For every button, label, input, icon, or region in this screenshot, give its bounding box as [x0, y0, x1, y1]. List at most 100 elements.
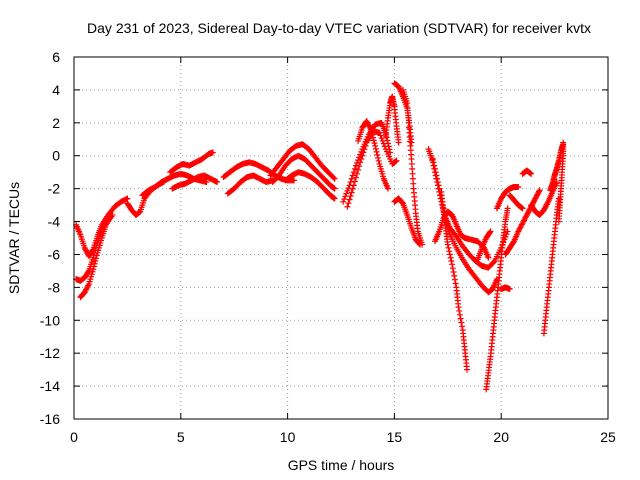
data-point: [109, 211, 116, 218]
data-point: [357, 159, 364, 166]
series-track-25: [483, 205, 511, 393]
x-tick-label: 10: [280, 429, 296, 445]
data-point: [368, 129, 375, 136]
grid: [74, 57, 608, 419]
data-point: [486, 229, 493, 236]
series-track-7: [169, 172, 221, 192]
data-point: [349, 172, 356, 179]
data-point: [350, 182, 357, 189]
data-point: [451, 276, 458, 283]
data-point: [90, 266, 97, 273]
data-point: [341, 196, 348, 203]
data-point: [487, 228, 494, 235]
series-track-22: [431, 208, 492, 261]
data-point: [370, 137, 377, 144]
data-point: [362, 142, 369, 149]
data-point: [367, 125, 374, 132]
data-point: [449, 261, 456, 268]
data-point: [446, 251, 453, 258]
data-point: [349, 185, 356, 192]
data-point: [384, 185, 391, 192]
data-point: [544, 200, 551, 207]
series-track-34: [555, 139, 567, 225]
series-track-32: [540, 195, 562, 337]
y-tick-label: -6: [48, 246, 61, 262]
data-point: [447, 254, 454, 261]
data-point: [417, 241, 424, 248]
data-point: [375, 154, 382, 161]
y-tick-label: 2: [52, 115, 60, 131]
x-tick-label: 25: [600, 429, 616, 445]
data-point: [485, 254, 492, 261]
data-point: [431, 165, 438, 172]
data-point: [330, 174, 337, 181]
data-point: [452, 280, 459, 287]
data-point: [348, 189, 355, 196]
x-tick-label: 15: [387, 429, 403, 445]
data-point: [348, 175, 355, 182]
data-point: [360, 149, 367, 156]
data-point: [444, 241, 451, 248]
data-point: [429, 156, 436, 163]
data-point: [506, 286, 513, 293]
series-track-30: [519, 167, 535, 177]
x-tick-label: 20: [493, 429, 509, 445]
data-point: [291, 177, 298, 184]
series-track-28: [498, 284, 513, 293]
data-point: [535, 188, 542, 195]
y-tick-label: -8: [48, 279, 61, 295]
data-point: [377, 132, 384, 139]
y-tick-label: 4: [52, 82, 60, 98]
data-point: [416, 240, 423, 247]
data-point: [351, 178, 358, 185]
data-point: [85, 282, 92, 289]
axis-ticks: 0 5 10 15 20 25 -16 -14 -12 -10 -8 -6 -4 -2 0 2 4 6: [40, 49, 616, 445]
data-point: [450, 269, 457, 276]
data-point: [331, 195, 338, 202]
data-point: [379, 137, 386, 144]
x-tick-label: 5: [177, 429, 185, 445]
data-point: [433, 172, 440, 179]
data-point: [344, 187, 351, 194]
series-track-10: [267, 141, 338, 182]
data-point: [354, 170, 361, 177]
data-point: [434, 179, 441, 186]
data-point: [448, 258, 455, 265]
series-track-26: [493, 183, 522, 212]
data-point: [451, 272, 458, 279]
series-track-11: [269, 152, 338, 192]
data-point: [374, 151, 381, 158]
y-tick-label: -16: [40, 411, 60, 427]
series-track-12: [282, 169, 338, 202]
data-point: [355, 166, 362, 173]
data-point: [458, 319, 465, 326]
data-point: [490, 259, 497, 266]
x-tick-label: 0: [70, 429, 78, 445]
data-point: [93, 252, 100, 259]
data-point: [344, 203, 351, 210]
data-point: [347, 193, 354, 200]
data-point: [343, 190, 350, 197]
series-track-19: [391, 195, 424, 248]
data-point: [445, 244, 452, 251]
data-point: [93, 255, 100, 262]
data-point: [432, 169, 439, 176]
data-point: [408, 139, 415, 146]
data-point: [504, 205, 511, 212]
series-track-16: [382, 93, 402, 146]
data-point: [373, 148, 380, 155]
data-point: [92, 258, 99, 265]
data-point: [436, 185, 443, 192]
data-point: [340, 198, 347, 205]
data-point: [369, 131, 376, 138]
y-tick-label: -4: [48, 214, 61, 230]
data-point: [376, 129, 383, 136]
data-point: [375, 157, 382, 164]
data-point: [350, 169, 357, 176]
data-point: [455, 304, 462, 311]
data-point: [434, 175, 441, 182]
series-track-31: [528, 179, 560, 218]
data-point: [345, 185, 352, 192]
data-point: [214, 179, 221, 186]
